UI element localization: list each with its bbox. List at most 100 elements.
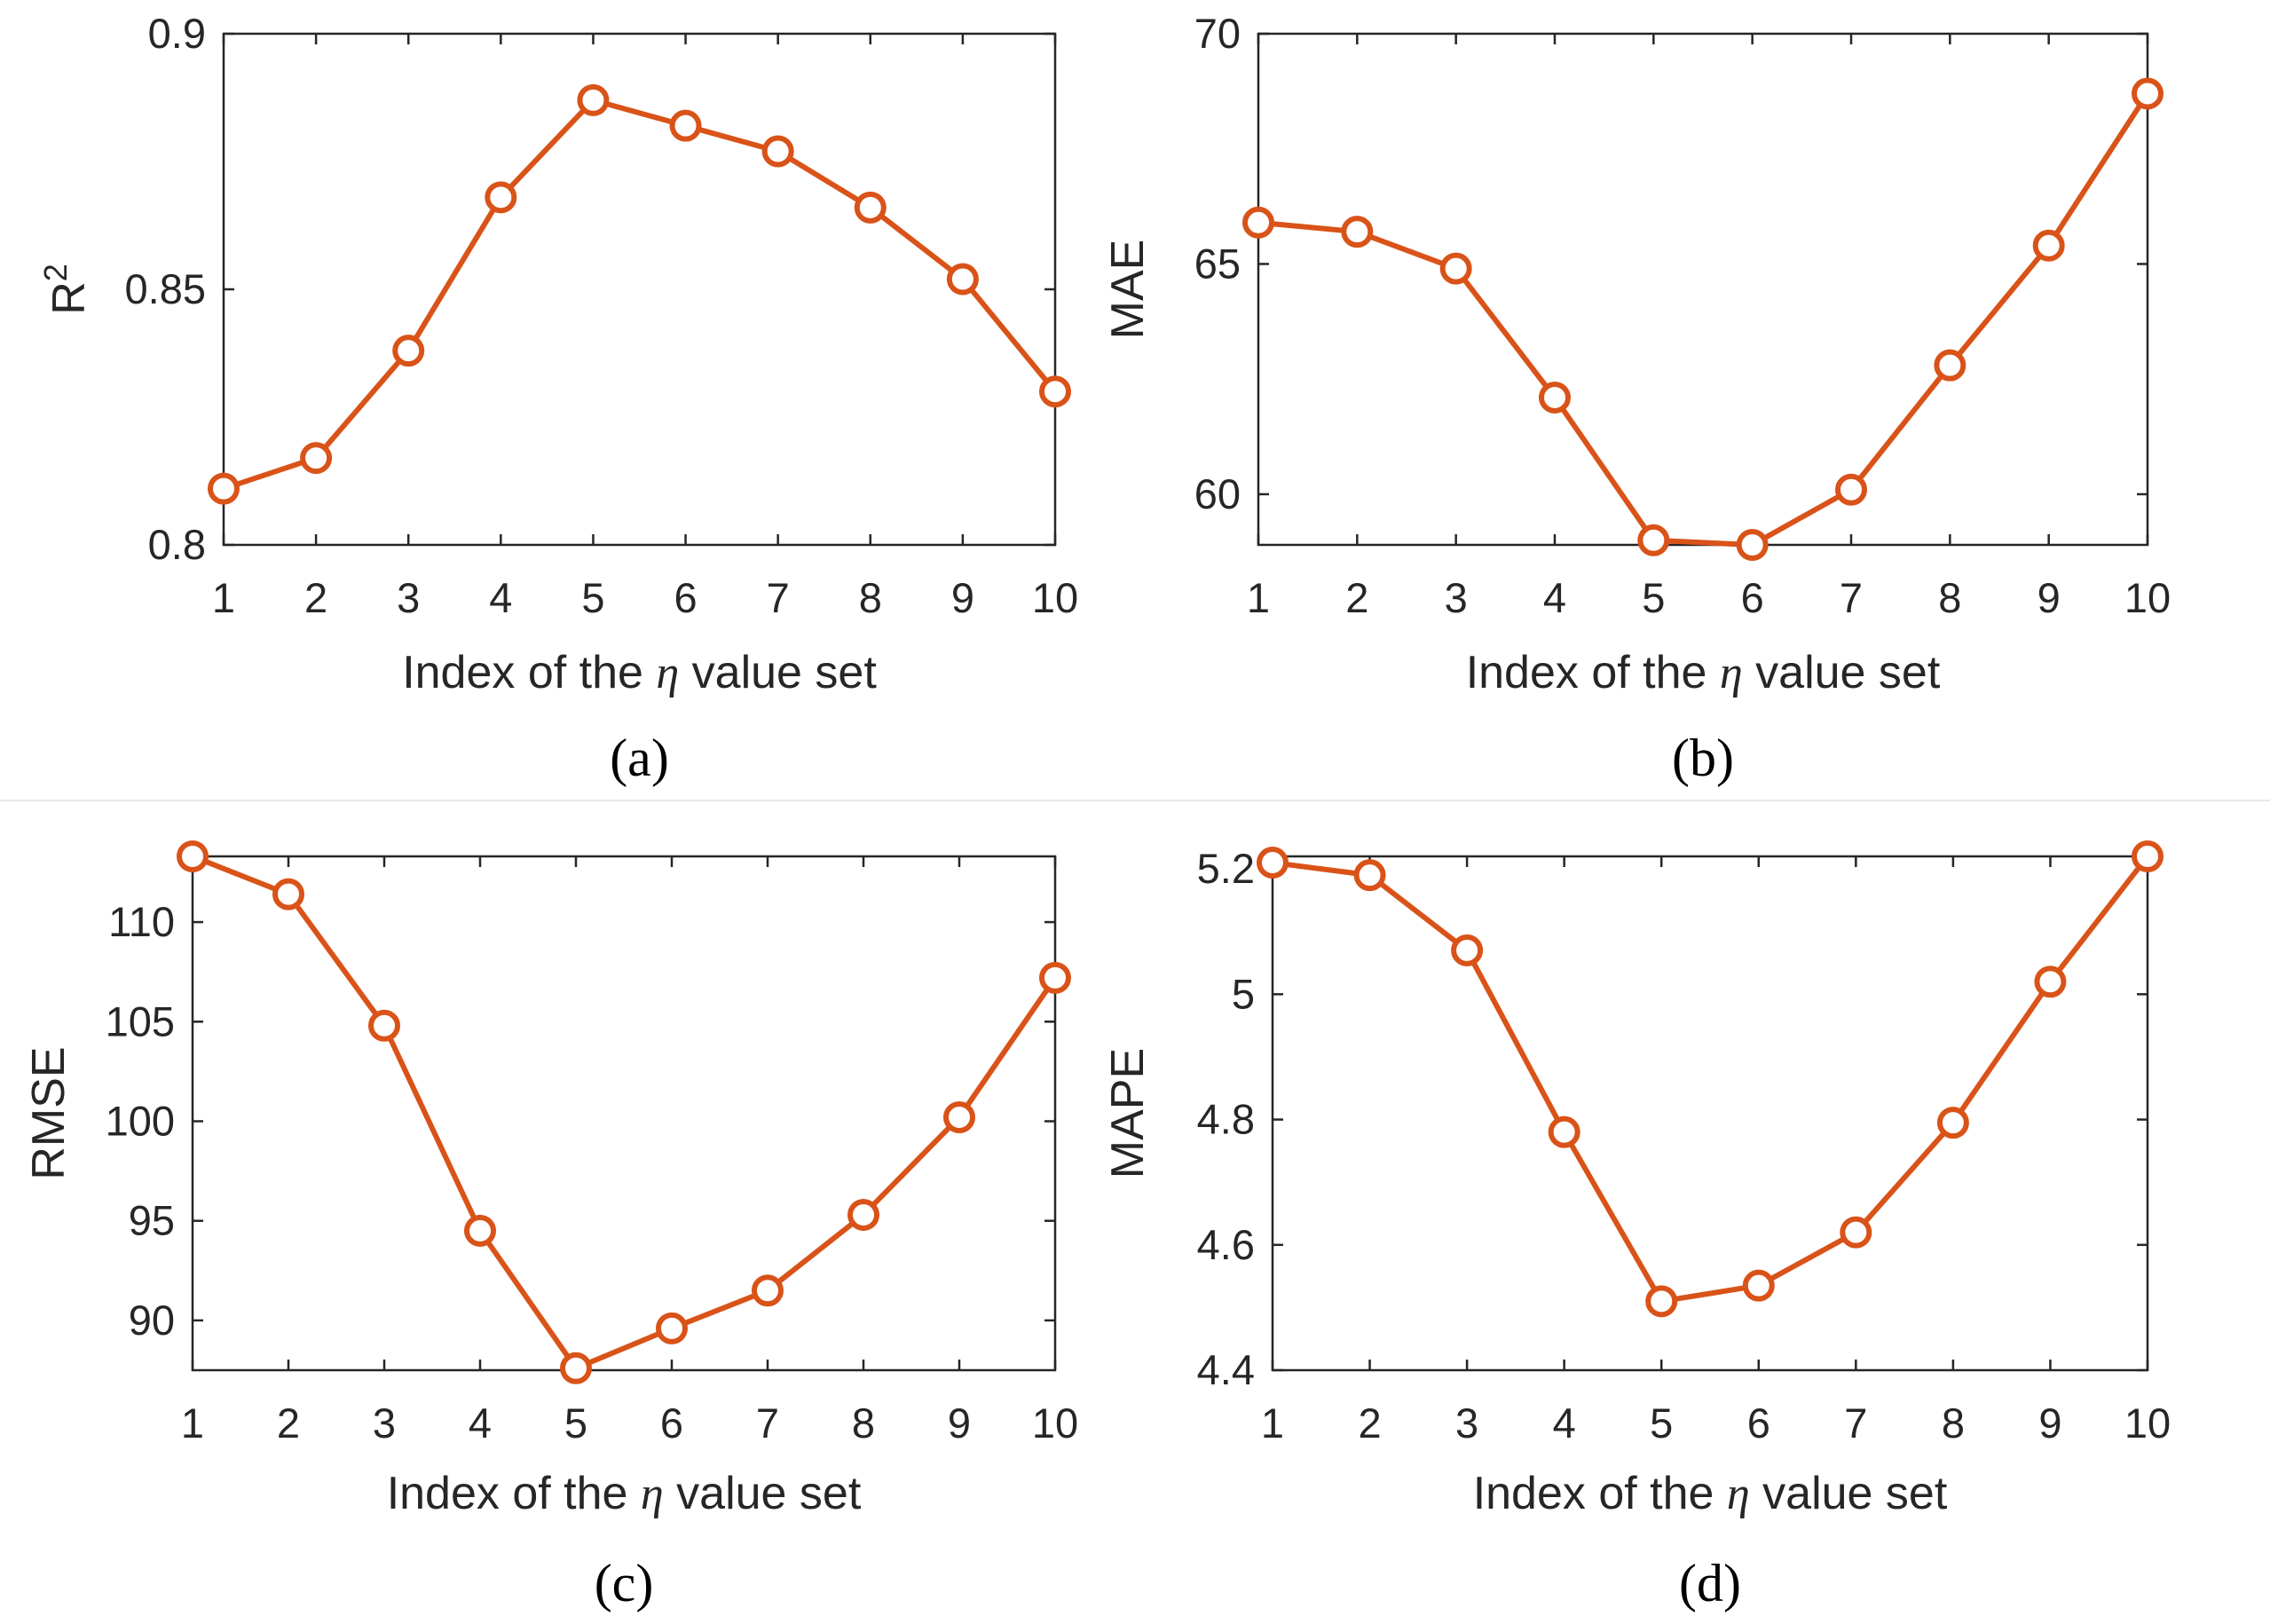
x-tick-label: 6: [660, 1399, 683, 1447]
x-axis-label-prefix: Index of the: [402, 647, 643, 698]
data-point: [1039, 961, 1071, 994]
x-axis-label-eta: η: [1727, 1469, 1750, 1519]
data-point: [1736, 529, 1769, 561]
x-tick-label: 3: [1445, 574, 1468, 621]
x-tick-label: 4: [469, 1399, 492, 1447]
x-axis-label-space: [679, 647, 691, 698]
y-tick-label: 70: [1194, 10, 1241, 57]
y-tick-label: 4.6: [1197, 1221, 1255, 1268]
x-axis-label-prefix: Index of the: [387, 1468, 628, 1519]
x-tick-label: 7: [1844, 1399, 1867, 1447]
y-tick-label: 90: [129, 1297, 175, 1344]
x-tick-label: 1: [212, 574, 235, 621]
data-point: [854, 191, 887, 224]
data-point: [1637, 524, 1670, 556]
data-point: [1548, 1116, 1580, 1148]
x-axis-label-space: [1706, 647, 1719, 698]
series-line: [1256, 91, 2150, 548]
x-axis-label: Index of the η value set: [387, 1468, 862, 1519]
data-point: [1934, 349, 1967, 382]
x-axis-label-space: [643, 647, 656, 698]
x-tick-label: 8: [859, 574, 882, 621]
data-point: [177, 840, 209, 872]
x-tick-label: 4: [1553, 1399, 1576, 1447]
x-axis-label-eta: η: [656, 648, 679, 698]
x-tick-label: 7: [767, 574, 790, 621]
x-tick-label: 7: [1840, 574, 1863, 621]
x-tick-label: 8: [1938, 574, 1961, 621]
x-tick-label: 6: [1741, 574, 1764, 621]
x-tick-label: 10: [1032, 574, 1078, 621]
data-point: [1645, 1285, 1678, 1318]
data-point: [1742, 1269, 1775, 1302]
x-tick-label: 5: [1642, 574, 1665, 621]
data-point: [761, 135, 794, 168]
data-point: [1539, 381, 1571, 414]
x-axis-label-suffix: value set: [1755, 647, 1941, 698]
x-axis-label-suffix: value set: [676, 1468, 862, 1519]
x-tick-label: 8: [852, 1399, 875, 1447]
x-tick-label: 9: [948, 1399, 971, 1447]
data-point: [943, 1100, 975, 1133]
x-axis-label-eta: η: [1720, 648, 1743, 698]
panel-caption: (b): [1672, 729, 1734, 787]
chart-panel-d: 1 2 3 4 5 6 7 8 9 10 4.4 4.6 4.8 5 5.2 MAPE Index of the…: [1102, 840, 2171, 1612]
x-axis-label-space: [1714, 1468, 1726, 1519]
data-point: [2034, 966, 2067, 998]
data-point: [1353, 859, 1386, 892]
x-tick-label: 2: [1358, 1399, 1381, 1447]
series-line: [221, 97, 1058, 492]
y-tick-label: 100: [106, 1097, 175, 1144]
x-tick-label: 2: [1345, 574, 1368, 621]
y-tick-label: 5: [1232, 970, 1255, 1017]
x-tick-label: 10: [1032, 1399, 1078, 1447]
y-axis-label-superscript: 2: [37, 264, 74, 281]
data-point: [1840, 1216, 1872, 1249]
chart-panel-b: 1 2 3 4 5 6 7 8 9 10 60 65 70 MAE Index of the η value…: [1102, 10, 2171, 787]
x-tick-label: 9: [2037, 574, 2061, 621]
data-point: [1257, 847, 1289, 879]
x-tick-label: 4: [1543, 574, 1566, 621]
y-axis-label-text: RMSE: [23, 1046, 75, 1179]
y-tick-label: 65: [1194, 240, 1241, 287]
x-tick-label: 2: [277, 1399, 300, 1447]
data-point: [2032, 229, 2065, 262]
x-tick-label: 5: [1650, 1399, 1673, 1447]
x-tick-label: 3: [1455, 1399, 1478, 1447]
x-axis-label-space: [627, 1468, 640, 1519]
x-tick-label: 5: [564, 1399, 587, 1447]
data-point: [2132, 840, 2164, 872]
data-point: [1039, 375, 1071, 408]
x-tick-label: 1: [1261, 1399, 1284, 1447]
x-axis-label-eta: η: [641, 1469, 664, 1519]
plot-frame: [191, 855, 1057, 1372]
chart-panel-c: 1 2 3 4 5 6 7 8 9 10 90 95 100 105 110 RMSE Index of the…: [23, 840, 1078, 1612]
data-point: [1936, 1107, 1969, 1139]
x-tick-label: 5: [581, 574, 604, 621]
y-tick-label: 0.8: [148, 521, 206, 568]
y-tick-label: 95: [129, 1197, 175, 1244]
x-axis-label: Index of the η value set: [1473, 1468, 1948, 1519]
x-tick-label: 10: [2124, 574, 2171, 621]
series-line: [190, 854, 1058, 1371]
y-tick-label: 0.9: [148, 10, 206, 57]
y-tick-label: 60: [1194, 470, 1241, 517]
y-tick-label: 4.8: [1197, 1096, 1255, 1143]
panel-caption: (d): [1679, 1554, 1741, 1612]
data-point: [1451, 934, 1484, 966]
data-point: [577, 83, 610, 116]
y-axis-label: RMSE: [23, 1046, 75, 1179]
x-axis-label: Index of the η value set: [1466, 647, 1941, 698]
x-tick-label: 9: [2038, 1399, 2061, 1447]
data-point: [368, 1009, 400, 1042]
data-point: [300, 442, 333, 475]
y-axis-label-text: R: [43, 281, 95, 315]
data-point: [847, 1198, 879, 1231]
x-axis-label-prefix: Index of the: [1473, 1468, 1714, 1519]
panel-caption: (c): [595, 1554, 654, 1612]
x-axis-label-space: [664, 1468, 676, 1519]
x-tick-label: 9: [951, 574, 974, 621]
plot-frame: [1271, 855, 2149, 1372]
data-point: [752, 1274, 784, 1307]
